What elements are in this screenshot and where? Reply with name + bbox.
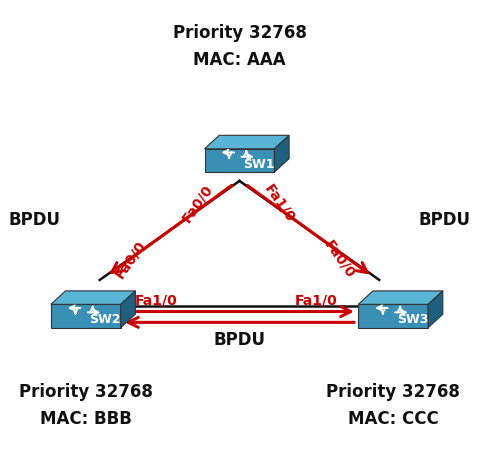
Text: MAC: AAA: MAC: AAA [193,51,286,69]
Text: BPDU: BPDU [9,210,60,228]
Polygon shape [51,291,136,305]
Text: SW1: SW1 [243,158,274,170]
Text: BPDU: BPDU [214,330,265,348]
Polygon shape [358,291,443,305]
Polygon shape [428,291,443,328]
Text: Fa1/0: Fa1/0 [295,293,338,307]
Text: Priority 32768: Priority 32768 [172,24,307,42]
Text: Fa0/0: Fa0/0 [322,238,358,280]
Polygon shape [51,305,121,328]
Polygon shape [121,291,136,328]
Text: Fa0/0: Fa0/0 [112,238,148,280]
Text: Fa1/0: Fa1/0 [134,293,177,307]
Text: MAC: BBB: MAC: BBB [40,409,132,426]
Polygon shape [358,305,428,328]
Text: Priority 32768: Priority 32768 [19,382,153,400]
Polygon shape [274,136,289,173]
Text: MAC: CCC: MAC: CCC [348,409,439,426]
Text: Fa0/0: Fa0/0 [180,181,216,224]
Polygon shape [205,136,289,149]
Text: SW3: SW3 [397,313,428,326]
Text: Priority 32768: Priority 32768 [326,382,460,400]
Text: BPDU: BPDU [419,210,470,228]
Polygon shape [205,149,274,173]
Text: SW2: SW2 [89,313,121,326]
Text: Fa1/0: Fa1/0 [261,181,297,224]
